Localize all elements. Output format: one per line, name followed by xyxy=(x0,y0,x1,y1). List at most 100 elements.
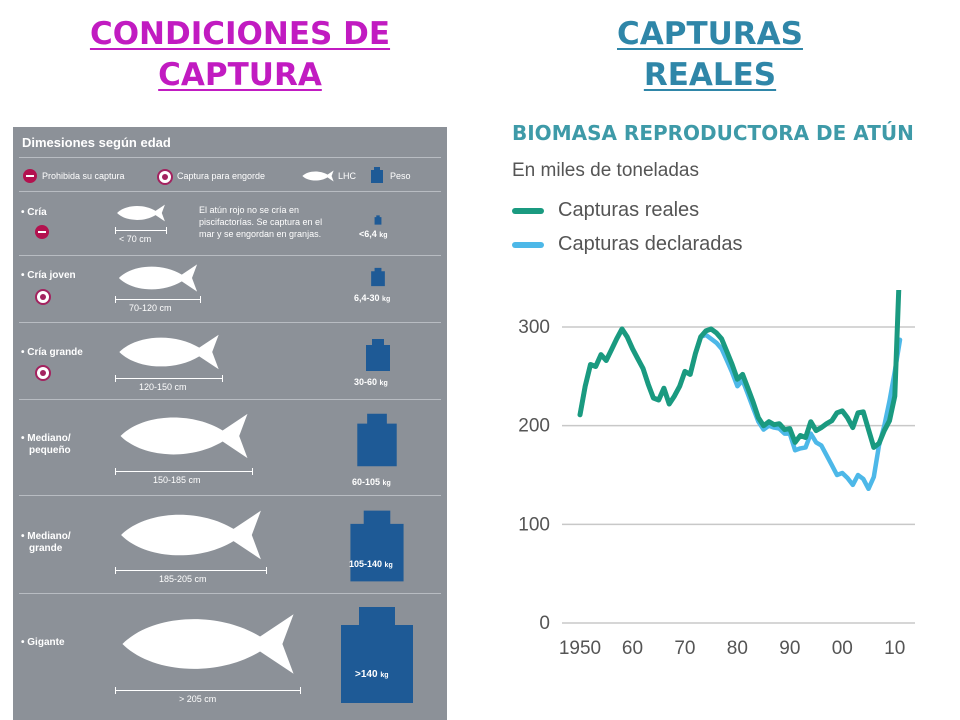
legend-fattening-label: Captura para engorde xyxy=(177,171,266,181)
weight-icon xyxy=(366,339,390,371)
tuna-size-infographic: Dimesiones según edad Prohibida su captu… xyxy=(13,127,447,720)
legend-label: Capturas reales xyxy=(558,199,700,221)
row-length-mediano-pequeno: 150-185 cm xyxy=(153,475,201,485)
tick-labels: 0 100 200 300 1950 60 70 80 90 00 10 xyxy=(518,317,905,659)
legend-swatch xyxy=(512,241,544,248)
row-label-cria: • Cría xyxy=(21,207,47,218)
divider xyxy=(19,255,441,256)
row-label-cria-grande: • Cría grande xyxy=(21,347,83,358)
y-tick-label: 0 xyxy=(539,613,550,634)
row-label-gigante: • Gigante xyxy=(21,637,65,648)
length-marker xyxy=(115,687,301,694)
weight-icon xyxy=(341,607,413,703)
legend-item-reales: Capturas reales xyxy=(512,199,699,222)
x-tick-label: 90 xyxy=(779,638,800,659)
row-label-cria-joven: • Cría joven xyxy=(21,270,76,281)
target-icon xyxy=(35,365,51,381)
y-tick-label: 300 xyxy=(518,317,550,338)
divider xyxy=(19,191,441,192)
chart-title: BIOMASA REPRODUCTORA DE ATÚN xyxy=(512,121,914,145)
infographic-header: Dimesiones según edad xyxy=(22,135,171,150)
left-title-line-1: CONDICIONES DE xyxy=(89,16,391,52)
biomass-line-chart: 0 100 200 300 1950 60 70 80 90 00 10 xyxy=(518,290,915,659)
weight-value: <6,4 xyxy=(359,229,377,239)
x-tick-label: 1950 xyxy=(559,638,601,659)
fish-icon xyxy=(121,510,261,560)
grid xyxy=(562,326,915,624)
x-tick-label: 60 xyxy=(622,638,643,659)
weight-value: 6,4-30 xyxy=(354,293,380,303)
divider xyxy=(19,495,441,496)
length-marker xyxy=(115,296,201,303)
row-length-cria-joven: 70-120 cm xyxy=(129,303,172,313)
row-length-gigante: > 205 cm xyxy=(179,694,217,704)
legend-label: Capturas declaradas xyxy=(558,233,743,255)
legend-weight-label: Peso xyxy=(390,171,411,181)
weight-unit: kg xyxy=(379,380,388,387)
divider xyxy=(19,593,441,594)
prohibited-icon xyxy=(35,225,49,239)
fish-icon xyxy=(119,334,219,370)
weight-value: 60-105 xyxy=(352,477,381,487)
right-title-line-2: REALES xyxy=(643,57,777,93)
weight-icon xyxy=(371,167,383,183)
y-tick-label: 100 xyxy=(518,514,550,535)
length-marker xyxy=(115,567,267,574)
row-length-cria-grande: 120-150 cm xyxy=(139,382,187,392)
row-weight-mediano-pequeno: 60-105 kg xyxy=(352,477,391,487)
series-line-capturas-declaradas xyxy=(577,326,903,492)
divider xyxy=(19,157,441,158)
target-icon xyxy=(35,289,51,305)
weight-icon xyxy=(374,215,382,225)
info-note-line-2: piscifactorías. Se captura en el xyxy=(199,217,323,227)
series-line-capturas-reales xyxy=(577,290,902,450)
weight-icon xyxy=(357,413,397,467)
fish-icon xyxy=(118,264,198,292)
row-label-mediano-pequeno-1: • Mediano/ xyxy=(21,433,71,444)
row-label-mediano-pequeno-2: pequeño xyxy=(29,445,71,456)
weight-value: >140 xyxy=(355,669,378,680)
left-title[interactable]: CONDICIONES DE CAPTURA xyxy=(60,14,420,96)
divider xyxy=(19,322,441,323)
weight-value: 30-60 xyxy=(354,377,378,387)
right-title[interactable]: CAPTURAS REALES xyxy=(560,14,860,96)
legend-prohibited-label: Prohibida su captura xyxy=(42,171,125,181)
weight-value: 105-140 xyxy=(349,559,383,569)
y-tick-label: 200 xyxy=(518,416,550,437)
right-title-line-1: CAPTURAS xyxy=(617,16,803,52)
x-tick-label: 70 xyxy=(674,638,695,659)
weight-unit: kg xyxy=(382,296,391,303)
legend-swatch xyxy=(512,207,544,214)
divider xyxy=(19,399,441,400)
x-tick-label: 10 xyxy=(884,638,905,659)
legend-item-declaradas: Capturas declaradas xyxy=(512,233,743,256)
weight-unit: kg xyxy=(379,232,388,239)
row-weight-gigante: >140 kg xyxy=(355,669,388,680)
target-icon xyxy=(157,169,173,185)
fish-icon xyxy=(302,170,334,182)
chart-subtitle: En miles de toneladas xyxy=(512,160,699,181)
row-label-mediano-grande-1: • Mediano/ xyxy=(21,531,71,542)
series xyxy=(577,290,903,492)
left-title-line-2: CAPTURA xyxy=(158,57,322,93)
x-tick-label: 80 xyxy=(727,638,748,659)
row-weight-cria: <6,4 kg xyxy=(359,229,387,239)
info-note-line-1: El atún rojo no se cría en xyxy=(199,205,300,215)
row-length-mediano-grande: 185-205 cm xyxy=(159,574,207,584)
weight-icon xyxy=(350,510,404,582)
weight-unit: kg xyxy=(384,562,393,569)
length-marker xyxy=(115,468,253,475)
legend-lhc-label: LHC xyxy=(338,171,357,181)
length-marker xyxy=(115,227,167,234)
x-tick-label: 00 xyxy=(832,638,853,659)
weight-unit: kg xyxy=(382,480,391,487)
prohibited-icon xyxy=(23,169,37,183)
row-weight-cria-joven: 6,4-30 kg xyxy=(354,293,390,303)
info-note-line-3: mar y se engordan en granjas. xyxy=(199,229,322,239)
row-weight-cria-grande: 30-60 kg xyxy=(354,377,388,387)
fish-icon xyxy=(122,614,294,674)
row-weight-mediano-grande: 105-140 kg xyxy=(349,559,393,569)
weight-unit: kg xyxy=(380,672,389,679)
row-label-mediano-grande-2: grande xyxy=(29,543,63,554)
length-marker xyxy=(115,375,223,382)
